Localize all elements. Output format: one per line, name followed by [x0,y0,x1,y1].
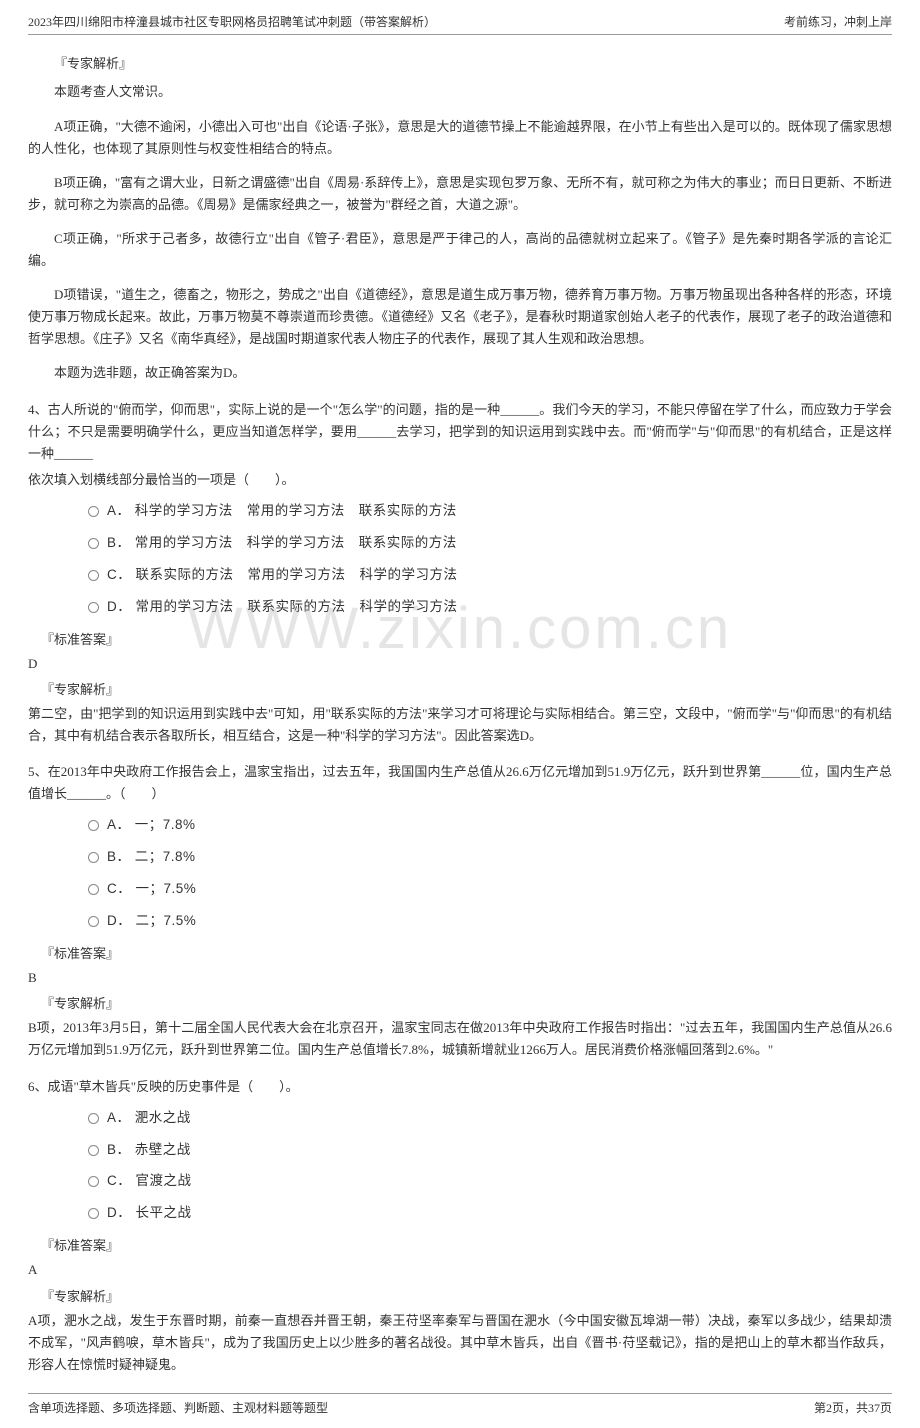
radio-icon [88,820,99,831]
q5-options: A． 一；7.8% B． 二；7.8% C． 一；7.5% D． 二；7.5% [28,814,892,933]
q5-analysis: B项，2013年3月5日，第十二届全国人民代表大会在北京召开，温家宝同志在做20… [28,1017,892,1061]
q5-text: 5、在2013年中央政府工作报告会上，温家宝指出，过去五年，我国国内生产总值从2… [28,761,892,805]
option-label: D． 长平之战 [107,1202,192,1225]
option-label: B． 二；7.8% [107,846,196,869]
q5-option-c[interactable]: C． 一；7.5% [88,878,892,901]
q5-option-b[interactable]: B． 二；7.8% [88,846,892,869]
q4-text: 4、古人所说的"俯而学，仰而思"，实际上说的是一个"怎么学"的问题，指的是一种_… [28,399,892,465]
radio-icon [88,1145,99,1156]
header-right: 考前练习，冲刺上岸 [784,12,892,32]
q4-option-d[interactable]: D． 常用的学习方法 联系实际的方法 科学的学习方法 [88,596,892,619]
radio-icon [88,570,99,581]
option-label: D． 常用的学习方法 联系实际的方法 科学的学习方法 [107,596,458,619]
radio-icon [88,538,99,549]
q4-option-c[interactable]: C． 联系实际的方法 常用的学习方法 科学的学习方法 [88,564,892,587]
q6-option-a[interactable]: A． 淝水之战 [88,1107,892,1130]
option-label: A． 淝水之战 [107,1107,191,1130]
q4-answer-label: 『标准答案』 [28,629,892,651]
q3-analysis-c: C项正确，"所求于己者多，故德行立"出自《管子·君臣》，意思是严于律己的人，高尚… [28,228,892,272]
q6-text: 6、成语"草木皆兵"反映的历史事件是（ ）。 [28,1076,892,1098]
q6-option-d[interactable]: D． 长平之战 [88,1202,892,1225]
option-label: A． 一；7.8% [107,814,196,837]
header-title: 2023年四川绵阳市梓潼县城市社区专职网格员招聘笔试冲刺题（带答案解析） [28,12,436,32]
radio-icon [88,506,99,517]
q6-option-b[interactable]: B． 赤壁之战 [88,1139,892,1162]
page-header: 2023年四川绵阳市梓潼县城市社区专职网格员招聘笔试冲刺题（带答案解析） 考前练… [28,12,892,35]
option-label: B． 赤壁之战 [107,1139,191,1162]
option-label: B． 常用的学习方法 科学的学习方法 联系实际的方法 [107,532,457,555]
radio-icon [88,1208,99,1219]
radio-icon [88,852,99,863]
radio-icon [88,884,99,895]
q3-analysis-d: D项错误，"道生之，德畜之，物形之，势成之"出自《道德经》，意思是道生成万事万物… [28,284,892,350]
q6-analysis-label: 『专家解析』 [28,1286,892,1308]
q6-option-c[interactable]: C． 官渡之战 [88,1170,892,1193]
q3-analysis-b: B项正确，"富有之谓大业，日新之谓盛德"出自《周易·系辞传上》，意思是实现包罗万… [28,172,892,216]
page-container: 2023年四川绵阳市梓潼县城市社区专职网格员招聘笔试冲刺题（带答案解析） 考前练… [0,0,920,1428]
q3-analysis-label: 『专家解析』 [28,53,892,75]
q4-options: A． 科学的学习方法 常用的学习方法 联系实际的方法 B． 常用的学习方法 科学… [28,500,892,619]
footer-left: 含单项选择题、多项选择题、判断题、主观材料题等题型 [28,1398,328,1418]
q6-options: A． 淝水之战 B． 赤壁之战 C． 官渡之战 D． 长平之战 [28,1107,892,1226]
q5-answer-label: 『标准答案』 [28,943,892,965]
option-label: A． 科学的学习方法 常用的学习方法 联系实际的方法 [107,500,457,523]
q4-option-b[interactable]: B． 常用的学习方法 科学的学习方法 联系实际的方法 [88,532,892,555]
q5-answer: B [28,967,892,989]
radio-icon [88,1176,99,1187]
q6-answer: A [28,1259,892,1281]
option-label: D． 二；7.5% [107,910,196,933]
footer-right: 第2页，共37页 [814,1398,892,1418]
q4-option-a[interactable]: A． 科学的学习方法 常用的学习方法 联系实际的方法 [88,500,892,523]
option-label: C． 联系实际的方法 常用的学习方法 科学的学习方法 [107,564,458,587]
q4-sub: 依次填入划横线部分最恰当的一项是（ ）。 [28,469,892,491]
q5-option-a[interactable]: A． 一；7.8% [88,814,892,837]
radio-icon [88,602,99,613]
q6-answer-label: 『标准答案』 [28,1235,892,1257]
q3-analysis-a: A项正确，"大德不逾闲，小德出入可也"出自《论语·子张》，意思是大的道德节操上不… [28,116,892,160]
q4-analysis: 第二空，由"把学到的知识运用到实践中去"可知，用"联系实际的方法"来学习才可将理… [28,703,892,747]
radio-icon [88,916,99,927]
q5-analysis-label: 『专家解析』 [28,993,892,1015]
q4-analysis-label: 『专家解析』 [28,679,892,701]
option-label: C． 官渡之战 [107,1170,192,1193]
q3-analysis-intro: 本题考查人文常识。 [28,81,892,103]
option-label: C． 一；7.5% [107,878,196,901]
radio-icon [88,1113,99,1124]
page-footer: 含单项选择题、多项选择题、判断题、主观材料题等题型 第2页，共37页 [28,1393,892,1418]
q5-option-d[interactable]: D． 二；7.5% [88,910,892,933]
q4-answer: D [28,653,892,675]
q3-analysis-conclusion: 本题为选非题，故正确答案为D。 [28,362,892,384]
q6-analysis: A项，淝水之战，发生于东晋时期，前秦一直想吞并晋王朝，秦王苻坚率秦军与晋国在淝水… [28,1310,892,1376]
